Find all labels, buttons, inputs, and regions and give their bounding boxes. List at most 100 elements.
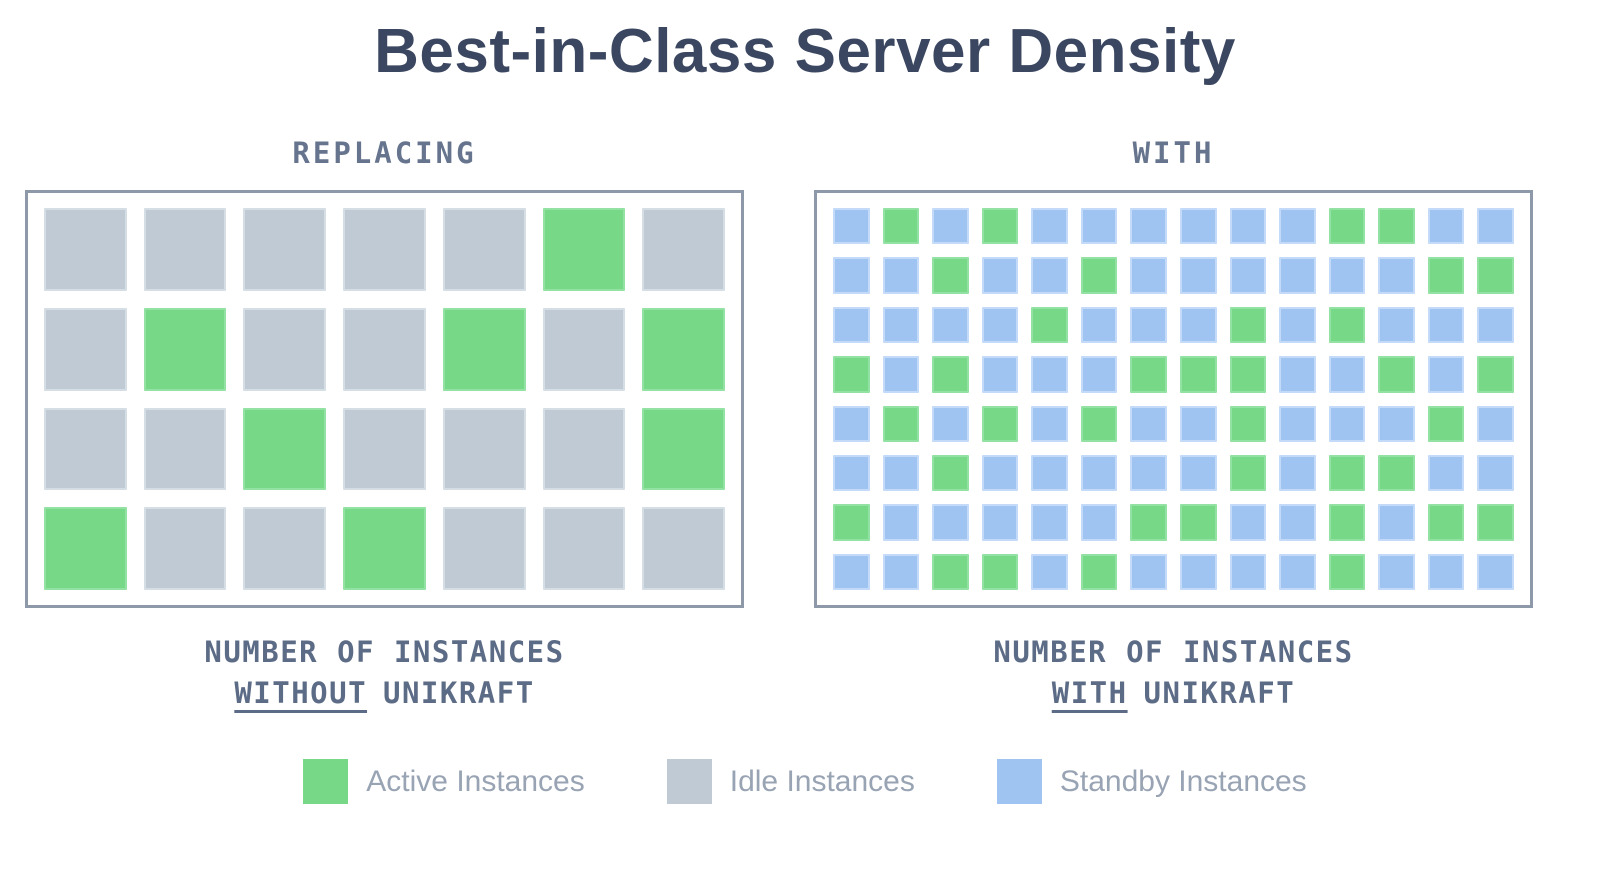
active-instance-cell <box>833 356 870 393</box>
active-instance-cell <box>143 307 227 391</box>
standby-instance-cell <box>833 257 870 294</box>
active-instance-cell <box>882 405 920 442</box>
active-instance-cell <box>932 553 969 590</box>
active-instance-cell <box>882 208 920 245</box>
idle-instance-cell <box>642 208 725 291</box>
standby-instance-cell <box>1080 454 1118 492</box>
standby-instance-cell <box>1080 504 1118 541</box>
standby-instance-cell <box>1378 504 1415 541</box>
standby-instance-cell <box>1031 257 1068 294</box>
panel-header-replacing: REPLACING <box>292 136 477 170</box>
caption-line1: NUMBER OF INSTANCES <box>204 635 565 669</box>
idle-instance-cell <box>343 407 426 491</box>
active-instance-cell <box>1080 553 1118 590</box>
standby-instance-cell <box>882 257 920 294</box>
active-instance-cell <box>243 407 327 491</box>
standby-instance-cell <box>1180 454 1217 492</box>
standby-instance-cell <box>1130 306 1167 344</box>
standby-instance-cell <box>1378 306 1415 344</box>
standby-instance-cell <box>1378 257 1415 294</box>
standby-instance-cell <box>981 257 1019 294</box>
panel-without-unikraft: REPLACING NUMBER OF INSTANCES WITHOUT UNI… <box>25 139 744 713</box>
standby-instance-cell <box>1477 208 1514 245</box>
standby-instance-cell <box>1031 553 1068 590</box>
standby-instance-cell <box>1180 405 1217 442</box>
active-legend-swatch <box>303 759 349 805</box>
active-instance-cell <box>981 405 1019 442</box>
active-instance-cell <box>1328 504 1366 541</box>
standby-instance-cell <box>1477 306 1514 344</box>
without-unikraft-grid <box>25 190 744 608</box>
standby-instance-cell <box>1130 208 1167 245</box>
idle-instance-cell <box>143 208 227 291</box>
standby-instance-cell <box>1328 257 1366 294</box>
active-instance-cell <box>1229 454 1267 492</box>
standby-instance-cell <box>833 208 870 245</box>
idle-instance-cell <box>442 507 526 590</box>
standby-instance-cell <box>1328 405 1366 442</box>
idle-instance-cell <box>343 307 426 391</box>
standby-instance-cell <box>932 405 969 442</box>
active-instance-cell <box>1080 405 1118 442</box>
standby-instance-cell <box>932 306 969 344</box>
standby-instance-cell <box>981 454 1019 492</box>
standby-instance-cell <box>1378 405 1415 442</box>
legend-label: Standby Instances <box>1059 764 1307 798</box>
standby-instance-cell <box>882 553 920 590</box>
active-instance-cell <box>1328 553 1366 590</box>
standby-instance-cell <box>1279 553 1316 590</box>
active-instance-cell <box>1130 356 1167 393</box>
idle-instance-cell <box>442 208 526 291</box>
standby-instance-cell <box>1279 454 1316 492</box>
active-instance-cell <box>642 307 725 391</box>
standby-instance-cell <box>1229 504 1267 541</box>
caption-emphasis-without: WITHOUT <box>234 675 368 710</box>
standby-instance-cell <box>1229 257 1267 294</box>
active-instance-cell <box>1180 504 1217 541</box>
active-instance-cell <box>932 454 969 492</box>
active-instance-cell <box>1477 504 1514 541</box>
standby-instance-cell <box>1427 208 1465 245</box>
standby-instance-cell <box>1279 405 1316 442</box>
standby-instance-cell <box>882 504 920 541</box>
standby-instance-cell <box>1279 306 1316 344</box>
standby-instance-cell <box>833 553 870 590</box>
active-instance-cell <box>1130 504 1167 541</box>
standby-instance-cell <box>1279 257 1316 294</box>
idle-instance-cell <box>542 307 626 391</box>
standby-instance-cell <box>833 405 870 442</box>
standby-instance-cell <box>1130 257 1167 294</box>
legend: Active Instances Idle Instances Standby In… <box>0 759 1610 805</box>
standby-instance-cell <box>1031 454 1068 492</box>
standby-instance-cell <box>1130 454 1167 492</box>
standby-instance-cell <box>1279 208 1316 245</box>
standby-instance-cell <box>981 504 1019 541</box>
standby-instance-cell <box>1427 356 1465 393</box>
idle-legend-swatch <box>666 759 712 805</box>
active-instance-cell <box>343 507 426 590</box>
active-instance-cell <box>1229 405 1267 442</box>
standby-instance-cell <box>1477 553 1514 590</box>
active-instance-cell <box>442 307 526 391</box>
comparison-panels: REPLACING NUMBER OF INSTANCES WITHOUT UNI… <box>25 139 1533 713</box>
active-instance-cell <box>1328 454 1366 492</box>
standby-instance-cell <box>932 208 969 245</box>
standby-instance-cell <box>833 306 870 344</box>
idle-instance-cell <box>542 407 626 491</box>
caption-suffix: UNIKRAFT <box>382 675 535 710</box>
legend-item-idle: Idle Instances <box>666 759 915 805</box>
standby-instance-cell <box>1031 356 1068 393</box>
standby-instance-cell <box>1080 356 1118 393</box>
standby-instance-cell <box>1229 208 1267 245</box>
standby-instance-cell <box>882 306 920 344</box>
active-instance-cell <box>1229 306 1267 344</box>
idle-instance-cell <box>642 507 725 590</box>
standby-instance-cell <box>1279 504 1316 541</box>
active-instance-cell <box>1180 356 1217 393</box>
panel-with-unikraft: WITH NUMBER OF INSTANCES WITH UNIKRAFT <box>814 139 1533 713</box>
standby-instance-cell <box>1328 356 1366 393</box>
standby-instance-cell <box>981 306 1019 344</box>
active-instance-cell <box>44 507 127 590</box>
standby-instance-cell <box>1180 208 1217 245</box>
caption-line1: NUMBER OF INSTANCES <box>993 635 1354 669</box>
